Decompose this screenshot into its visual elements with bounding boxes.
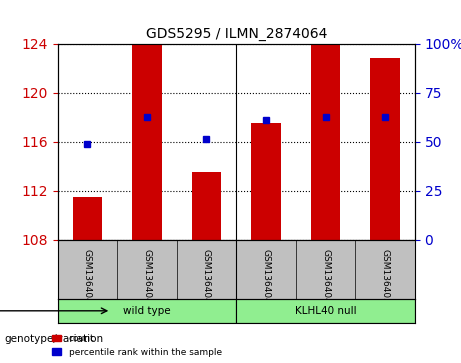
FancyBboxPatch shape <box>58 298 236 323</box>
Bar <box>251 123 281 240</box>
Bar <box>370 58 400 240</box>
Bar <box>192 172 221 240</box>
Title: GDS5295 / ILMN_2874064: GDS5295 / ILMN_2874064 <box>146 27 327 41</box>
FancyBboxPatch shape <box>236 298 415 323</box>
Text: KLHL40 null: KLHL40 null <box>295 306 356 316</box>
Text: GSM1364050: GSM1364050 <box>381 249 390 309</box>
Bar <box>311 44 341 240</box>
Bar <box>72 197 102 240</box>
Text: GSM1364049: GSM1364049 <box>321 249 330 309</box>
Bar <box>132 44 162 240</box>
Legend: count, percentile rank within the sample: count, percentile rank within the sample <box>51 333 224 359</box>
Text: GSM1364045: GSM1364045 <box>83 249 92 309</box>
Text: GSM1364047: GSM1364047 <box>202 249 211 309</box>
Text: genotype/variation: genotype/variation <box>5 334 104 344</box>
Text: GSM1364048: GSM1364048 <box>261 249 271 309</box>
Text: wild type: wild type <box>123 306 171 316</box>
Text: GSM1364046: GSM1364046 <box>142 249 152 309</box>
